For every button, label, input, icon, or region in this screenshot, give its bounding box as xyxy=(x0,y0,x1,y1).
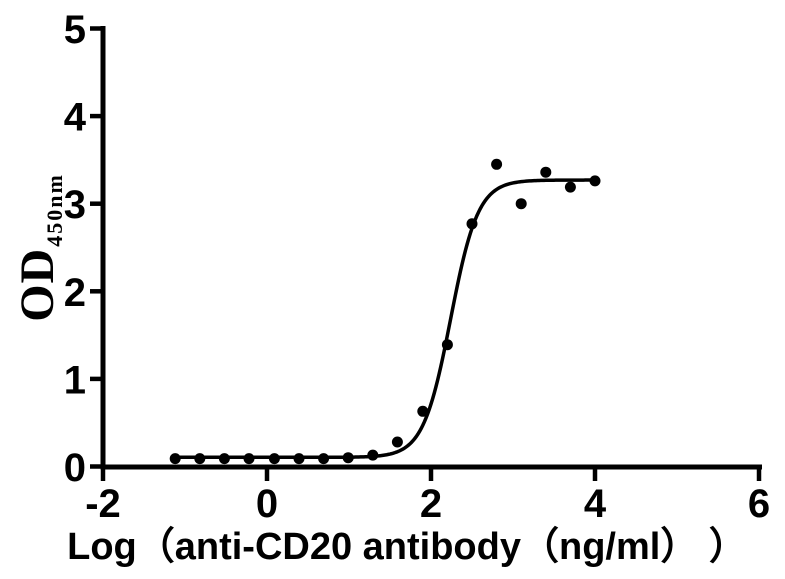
data-point xyxy=(515,198,527,210)
y-axis-title-text: OD xyxy=(11,247,64,322)
data-point xyxy=(194,453,206,465)
data-point xyxy=(268,453,280,465)
data-point xyxy=(318,453,330,465)
y-tick-label: 4 xyxy=(64,96,87,140)
fit-curve xyxy=(173,178,597,460)
data-point xyxy=(367,449,379,461)
data-point xyxy=(342,452,354,464)
x-axis-title: Log（anti-CD20 antibody（ng/ml） ） xyxy=(67,526,747,568)
data-point xyxy=(391,436,403,448)
data-point xyxy=(243,453,255,465)
x-tick-label: 2 xyxy=(420,482,442,526)
x-tick-label: 6 xyxy=(748,482,770,526)
x-tick-label: -2 xyxy=(85,482,121,526)
y-tick-label: 3 xyxy=(64,183,86,227)
data-point xyxy=(218,453,230,465)
data-point xyxy=(491,158,503,170)
x-tick-label: 0 xyxy=(256,482,278,526)
data-point xyxy=(417,405,429,417)
data-point xyxy=(589,175,601,187)
x-tick-label: 4 xyxy=(584,482,607,526)
y-tick-label: 5 xyxy=(64,8,86,52)
data-point xyxy=(466,218,478,230)
y-axis-title: OD450nm xyxy=(8,148,68,348)
data-point xyxy=(540,166,552,178)
y-tick-label: 0 xyxy=(64,446,86,490)
data-point xyxy=(564,181,576,193)
y-tick-label: 2 xyxy=(64,271,86,315)
data-point xyxy=(169,453,181,465)
y-axis-title-subscript: 450nm xyxy=(42,173,67,247)
data-point xyxy=(293,453,305,465)
y-tick-label: 1 xyxy=(64,358,86,402)
data-point xyxy=(441,339,453,351)
